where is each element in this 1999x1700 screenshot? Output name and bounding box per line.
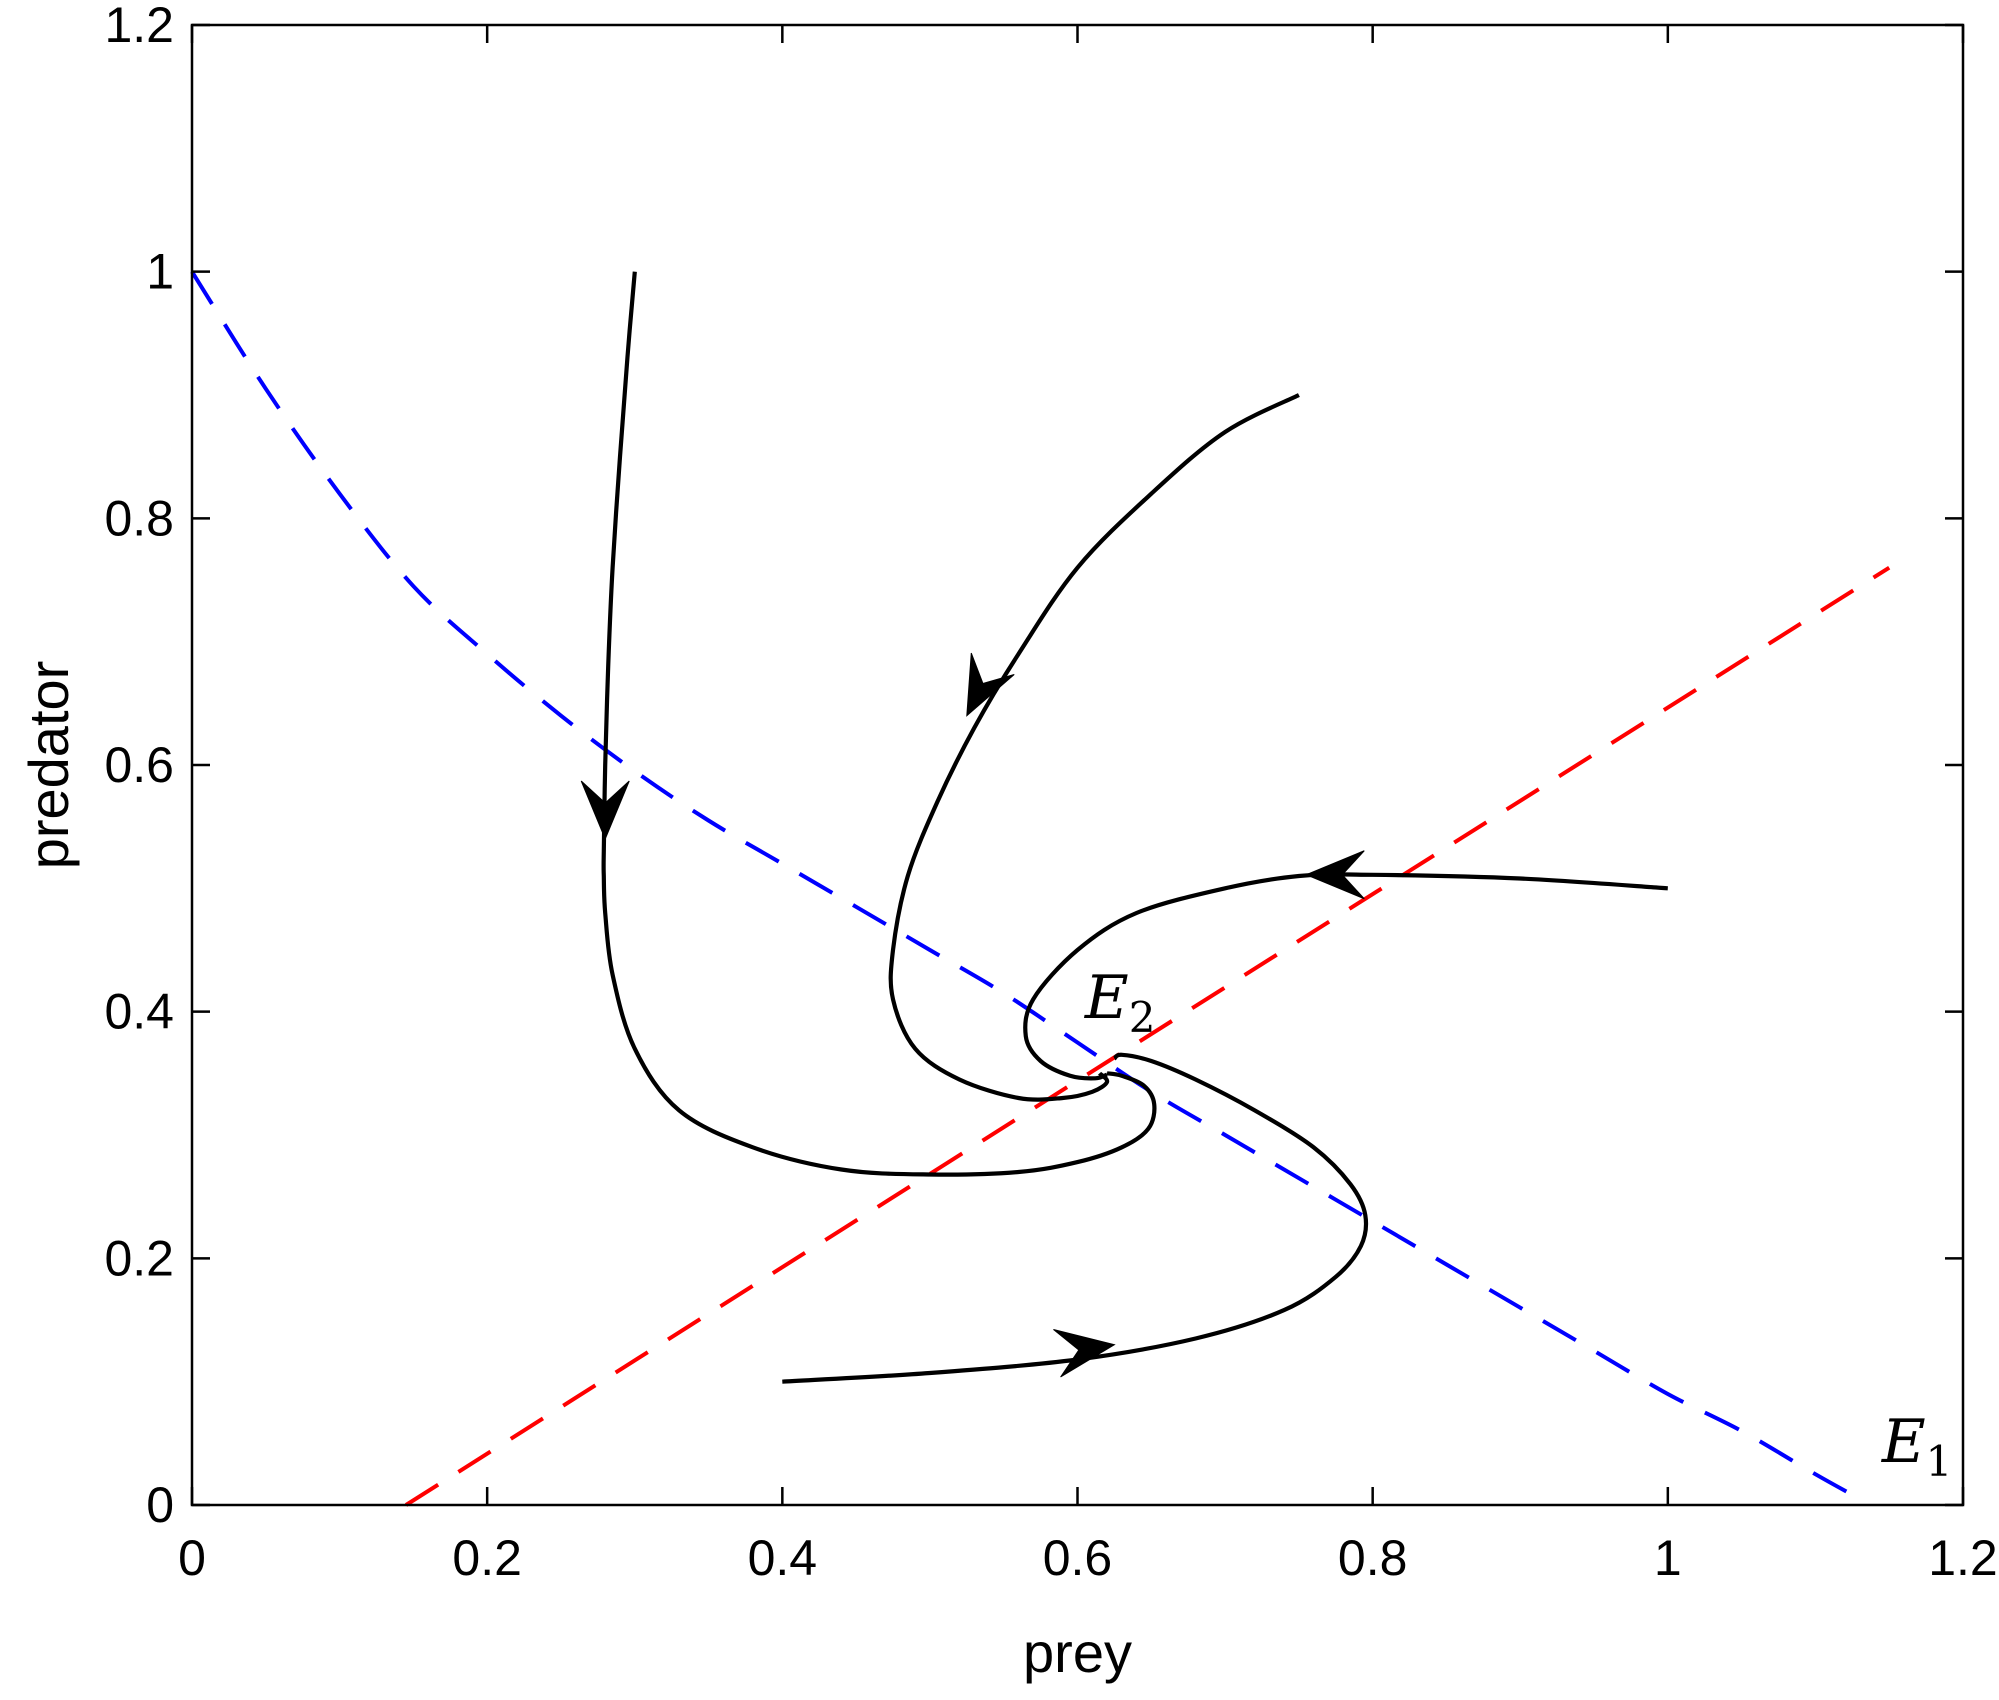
trajectory-arrow-2 [1304, 850, 1365, 900]
trajectory-arrow-1 [966, 652, 1015, 717]
trajectory-5 [782, 1052, 1369, 1384]
trajectory-arrow-3 [1053, 1329, 1116, 1378]
y-tick-label: 1.2 [104, 0, 174, 53]
x-tick-label: 0.2 [452, 1530, 522, 1586]
y-tick-label: 0.6 [104, 737, 174, 793]
nullcline-1 [404, 566, 1891, 1507]
y-tick-label: 0.4 [104, 984, 174, 1040]
trajectory-2 [601, 271, 1157, 1177]
y-tick-label: 0.2 [104, 1230, 174, 1286]
x-tick-label: 0.8 [1338, 1530, 1408, 1586]
x-axis-label: prey [1023, 1621, 1132, 1684]
y-tick-label: 0 [146, 1477, 174, 1533]
x-tick-label: 1 [1654, 1530, 1682, 1586]
equilibrium-label-1: E1 [1881, 1407, 1953, 1486]
curves-layer [190, 270, 1891, 1507]
labels-layer: 0 0.2 0.4 0.6 0.8 1 1.2 0 0.2 0.4 0.6 0.8 1 1.2 prey pr… [17, 0, 1998, 1684]
trajectory-4 [1023, 872, 1668, 1081]
x-tick-label: 0 [178, 1530, 206, 1586]
x-tick-label: 0.6 [1043, 1530, 1113, 1586]
plot-frame [190, 23, 1965, 1507]
x-tick-label: 0.4 [748, 1530, 818, 1586]
y-axis-label: predator [17, 661, 80, 870]
y-tick-label: 0.8 [104, 490, 174, 546]
y-tick-label: 1 [146, 244, 174, 300]
equilibrium-label-2: E2 [1084, 963, 1156, 1042]
trajectory-arrow-0 [580, 780, 630, 841]
x-tick-label: 1.2 [1928, 1530, 1998, 1586]
trajectory-3 [888, 393, 1300, 1102]
